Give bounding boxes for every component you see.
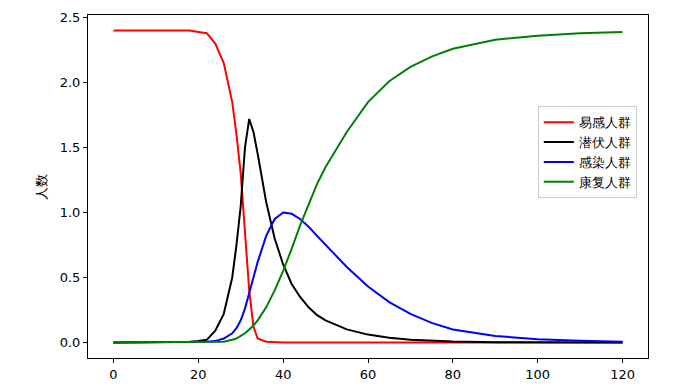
svg-text:1.5: 1.5 bbox=[60, 140, 81, 155]
svg-text:60: 60 bbox=[360, 367, 377, 382]
svg-text:2.0: 2.0 bbox=[60, 75, 81, 90]
svg-text:感染人群: 感染人群 bbox=[579, 155, 631, 170]
svg-text:人数: 人数 bbox=[34, 174, 49, 200]
svg-text:120: 120 bbox=[610, 367, 635, 382]
svg-text:0: 0 bbox=[109, 367, 117, 382]
svg-text:2.5: 2.5 bbox=[60, 10, 81, 25]
svg-text:0.0: 0.0 bbox=[60, 335, 81, 350]
svg-text:1.0: 1.0 bbox=[60, 205, 81, 220]
svg-text:80: 80 bbox=[445, 367, 462, 382]
svg-text:40: 40 bbox=[275, 367, 292, 382]
svg-text:0.5: 0.5 bbox=[60, 270, 81, 285]
svg-text:潜伏人群: 潜伏人群 bbox=[579, 135, 631, 150]
svg-text:康复人群: 康复人群 bbox=[579, 175, 631, 190]
svg-text:100: 100 bbox=[525, 367, 550, 382]
svg-text:20: 20 bbox=[190, 367, 207, 382]
svg-text:易感人群: 易感人群 bbox=[579, 115, 631, 130]
